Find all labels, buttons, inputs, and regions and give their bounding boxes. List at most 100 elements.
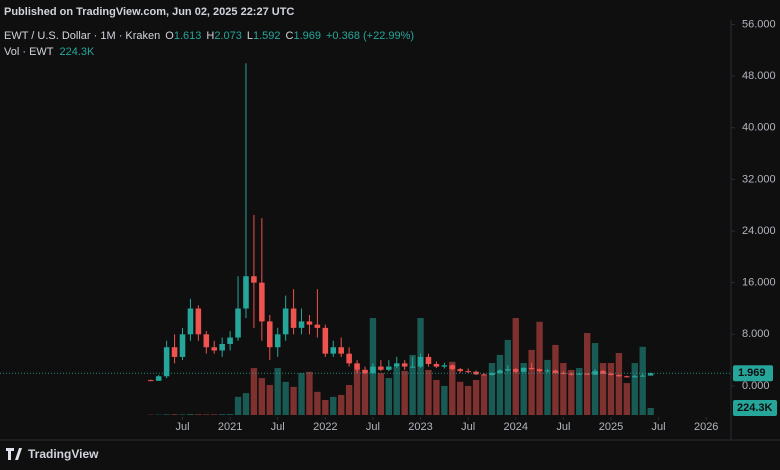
candle-body xyxy=(378,366,384,370)
last-volume-label: 224.3K xyxy=(737,402,773,414)
volume-bar xyxy=(242,393,250,415)
candle-body xyxy=(401,363,408,367)
legend-value: 1.592 xyxy=(253,30,281,42)
candle-body xyxy=(274,334,281,348)
volume-bar xyxy=(623,383,631,415)
legend-value: 2.073 xyxy=(214,30,242,42)
x-tick-label: Jul xyxy=(175,421,189,433)
y-tick-label: 24.000 xyxy=(742,225,776,237)
last-price-label: 1.969 xyxy=(738,367,766,379)
candle-body xyxy=(282,308,289,335)
volume-legend-name: Vol · EWT xyxy=(4,46,54,58)
volume-bar xyxy=(647,407,654,415)
candle-body xyxy=(354,363,360,370)
volume-bar xyxy=(488,363,496,415)
volume-bar xyxy=(504,339,511,415)
candle-body xyxy=(251,276,257,283)
volume-bar xyxy=(591,343,599,415)
candle-body xyxy=(322,327,329,354)
candle-body xyxy=(330,347,337,354)
y-tick-label: 16.000 xyxy=(742,277,776,289)
volume-bar xyxy=(258,378,266,415)
candle-body xyxy=(362,369,368,374)
x-tick-label: 2021 xyxy=(218,421,242,433)
last-volume-box xyxy=(733,399,777,416)
y-tick-label: 40.000 xyxy=(742,122,776,134)
volume-bar xyxy=(496,354,504,415)
legend-key: C xyxy=(286,30,294,42)
x-tick-label: 2025 xyxy=(599,421,623,433)
candle-body xyxy=(584,373,590,375)
volume-bar xyxy=(179,414,186,415)
candle-body xyxy=(449,365,456,370)
candle-body xyxy=(536,369,543,372)
candle-body xyxy=(314,324,321,328)
candle-body xyxy=(195,308,202,335)
volume-bar xyxy=(187,414,194,415)
candle-body xyxy=(219,344,225,351)
volume-legend-value: 224.3K xyxy=(60,46,96,58)
candle-body xyxy=(171,347,178,357)
volume-bar xyxy=(314,391,321,415)
candle-body xyxy=(179,334,186,357)
volume-bar xyxy=(520,363,527,415)
volume-bar xyxy=(552,344,559,415)
candle-body xyxy=(267,321,273,348)
volume-bar xyxy=(615,353,623,415)
candle-body xyxy=(441,365,448,367)
volume-bar xyxy=(560,363,567,415)
volume-bar xyxy=(472,379,480,415)
candle-body xyxy=(497,370,503,374)
legend-key: L xyxy=(247,30,253,42)
volume-bar xyxy=(393,366,400,415)
volume-bar xyxy=(631,363,638,415)
x-tick-label: 2026 xyxy=(694,421,718,433)
volume-bar xyxy=(219,414,226,415)
volume-bar xyxy=(298,373,305,415)
candle-body xyxy=(235,308,241,338)
x-tick-label: 2022 xyxy=(313,421,337,433)
y-tick-label: 0.000 xyxy=(742,380,770,392)
volume-bar xyxy=(599,363,607,415)
volume-bar xyxy=(306,371,313,415)
volume-bar xyxy=(576,368,583,415)
volume-bar xyxy=(536,321,543,415)
candle-body xyxy=(592,371,598,375)
candle-body xyxy=(512,369,519,372)
candle-body xyxy=(552,370,559,374)
volume-bar xyxy=(441,385,448,415)
volume-bar xyxy=(290,386,297,415)
y-tick-label: 32.000 xyxy=(742,173,776,185)
volume-bar xyxy=(607,363,615,415)
last-price-box xyxy=(733,365,773,382)
logo-icon xyxy=(6,448,22,460)
volume-bar xyxy=(449,361,456,415)
volume-bar xyxy=(401,370,408,415)
x-tick-label: Jul xyxy=(461,421,475,433)
volume-bar xyxy=(274,368,281,415)
x-tick-label: Jul xyxy=(652,421,666,433)
volume-bar xyxy=(203,414,210,415)
candle-body xyxy=(306,321,313,325)
candle-body xyxy=(370,366,376,374)
candle-body xyxy=(481,374,487,376)
candle-body xyxy=(346,353,352,364)
legend-key: H xyxy=(206,30,214,42)
volume-bar xyxy=(464,385,472,415)
volume-bar xyxy=(226,414,234,415)
volume-bar xyxy=(195,414,202,415)
y-tick-label: 48.000 xyxy=(742,70,776,82)
volume-bar xyxy=(338,394,345,415)
volume-bar xyxy=(266,384,273,415)
volume-bar xyxy=(457,381,464,415)
published-note: Published on TradingView.com, Jun 02, 20… xyxy=(4,6,294,18)
candle-body xyxy=(616,374,622,377)
candle-body xyxy=(608,373,614,375)
volume-bar xyxy=(211,414,218,415)
candle-body xyxy=(647,373,654,376)
volume-bar xyxy=(377,373,385,415)
volume-bar xyxy=(544,359,551,415)
candle-body xyxy=(259,282,265,322)
